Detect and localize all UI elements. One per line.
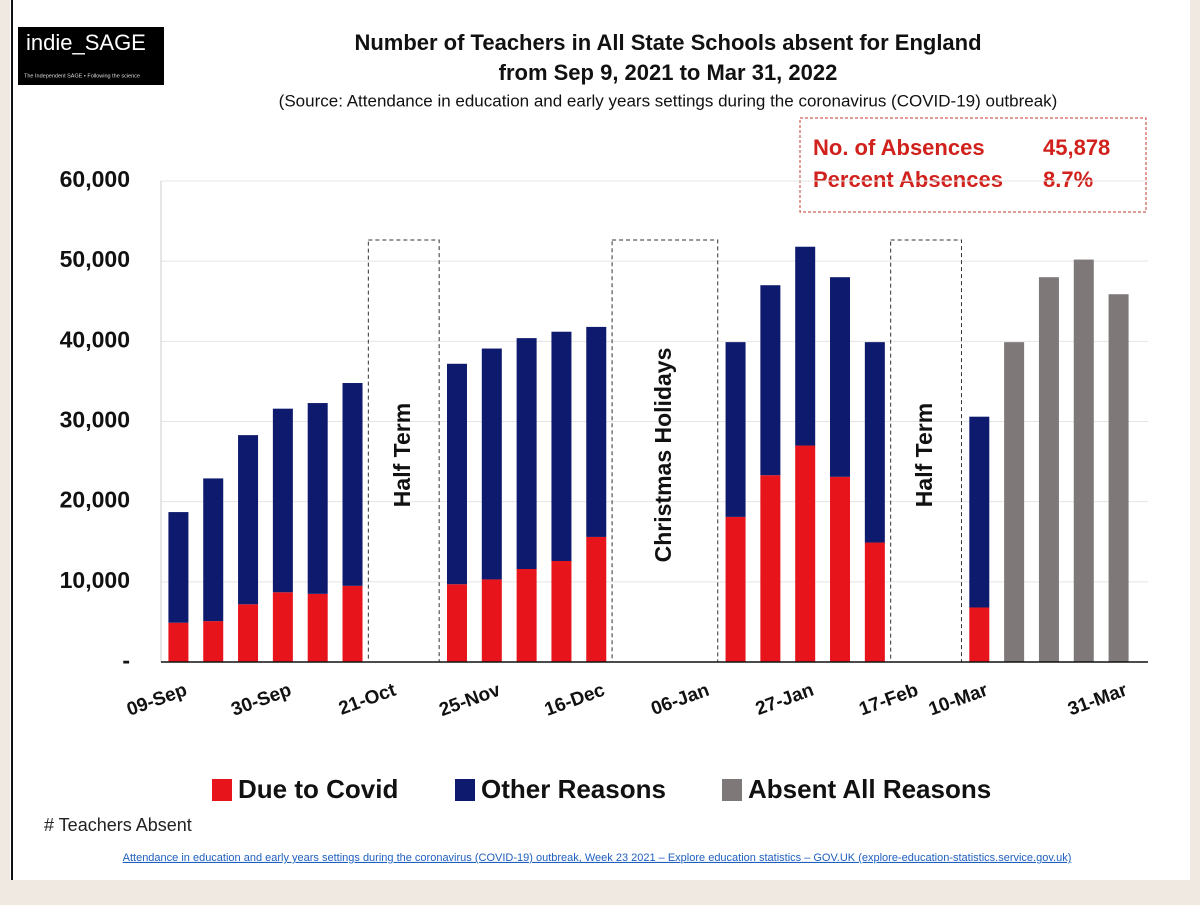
bar — [168, 622, 189, 662]
logo-box — [18, 27, 164, 85]
bar — [1004, 342, 1025, 662]
bar — [795, 246, 816, 446]
subtitle: (Source: Attendance in education and ear… — [279, 91, 1058, 110]
bar — [760, 285, 781, 476]
y-axis-label: # Teachers Absent — [44, 815, 192, 835]
chart-title: Number of Teachers in All State Schools … — [354, 30, 981, 55]
bar — [516, 569, 537, 662]
source-link[interactable]: Attendance in education and early years … — [123, 852, 1072, 864]
bar — [168, 512, 189, 623]
bar — [725, 516, 746, 662]
bar — [342, 585, 363, 662]
bar — [864, 342, 885, 543]
bar — [864, 542, 885, 662]
logo-tagline: The Independent SAGE • Following the sci… — [24, 73, 140, 79]
bar — [307, 403, 328, 594]
legend-label: Due to Covid — [238, 774, 398, 804]
bar — [446, 363, 467, 585]
legend-label: Absent All Reasons — [748, 774, 991, 804]
stat-value: 8.7% — [1043, 167, 1093, 192]
bar — [203, 621, 224, 662]
stat-label: No. of Absences — [813, 135, 985, 160]
y-tick-label: 30,000 — [60, 407, 130, 433]
bar — [969, 607, 990, 662]
bar — [760, 475, 781, 662]
bar — [551, 331, 572, 561]
bar — [481, 579, 502, 662]
bar — [307, 593, 328, 662]
period-label: Half Term — [911, 403, 937, 507]
bar — [238, 435, 259, 605]
bar — [586, 536, 607, 662]
bar — [551, 560, 572, 662]
bar — [1038, 277, 1059, 662]
bar — [238, 604, 259, 662]
bar — [969, 416, 990, 608]
y-tick-label: 50,000 — [60, 246, 130, 272]
y-tick-label: 20,000 — [60, 487, 130, 513]
y-tick-label: 10,000 — [60, 567, 130, 593]
bar — [725, 342, 746, 517]
bar — [272, 408, 293, 593]
y-tick-label: 40,000 — [60, 326, 130, 352]
y-tick-label: - — [122, 647, 130, 673]
bar — [795, 445, 816, 662]
bar — [203, 478, 224, 622]
legend-label: Other Reasons — [481, 774, 666, 804]
bar — [481, 348, 502, 580]
chart-title-line2: from Sep 9, 2021 to Mar 31, 2022 — [499, 60, 838, 85]
bar — [830, 476, 851, 662]
legend-swatch — [722, 779, 742, 801]
bar — [1073, 259, 1094, 662]
bar — [342, 383, 363, 586]
period-label: Half Term — [389, 403, 415, 507]
logo: indie_SAGE — [26, 30, 146, 55]
period-box — [611, 239, 719, 663]
stats-box — [799, 117, 1147, 213]
bar — [272, 592, 293, 662]
y-tick-label: 60,000 — [60, 166, 130, 192]
bar — [516, 338, 537, 570]
stat-value: 45,878 — [1043, 135, 1110, 160]
bar — [1108, 294, 1129, 662]
legend-swatch — [455, 779, 475, 801]
bar — [446, 584, 467, 662]
bar — [830, 277, 851, 477]
period-label: Christmas Holidays — [650, 348, 676, 563]
bar — [586, 326, 607, 537]
legend-swatch — [212, 779, 232, 801]
stat-label: Percent Absences — [813, 167, 1003, 192]
